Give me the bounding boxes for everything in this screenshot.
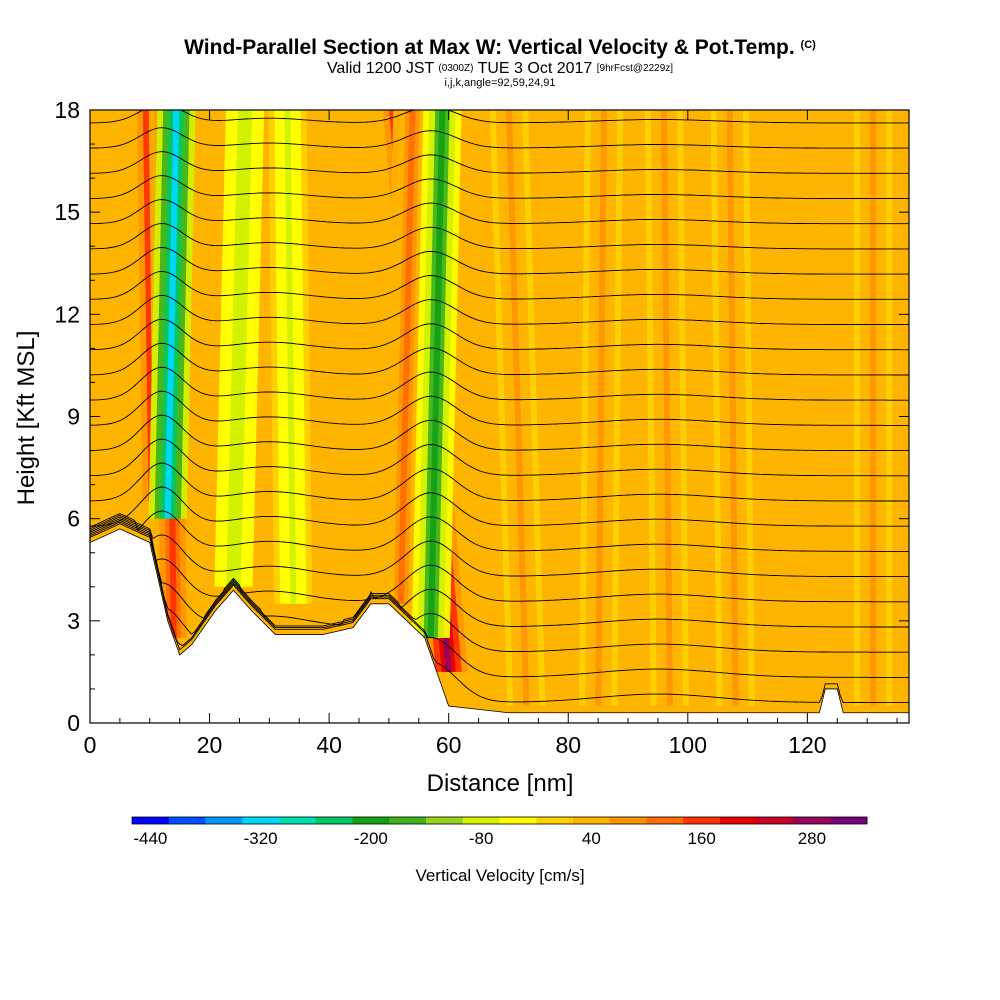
- terrain-mask: [90, 528, 909, 723]
- isentrope-contours: [90, 110, 909, 704]
- colorbar-swatch: [609, 817, 647, 824]
- colorbar-tick-label: 40: [582, 829, 601, 848]
- chart-title: Wind-Parallel Section at Max W: Vertical…: [0, 36, 1000, 60]
- isentrope-line-17: [90, 247, 909, 275]
- subtitle-forecast: [9hrFcst@2229z]: [596, 63, 674, 74]
- colorbar-swatch: [352, 817, 390, 824]
- x-tick-label: 0: [84, 732, 97, 758]
- isentrope-line-21: [90, 151, 909, 174]
- colorbar-swatch: [315, 817, 353, 824]
- colorbar-swatch: [720, 817, 758, 824]
- isentrope-line-7: [90, 486, 909, 527]
- y-tick-label: 0: [67, 710, 80, 736]
- colorbar-label: Vertical Velocity [cm/s]: [415, 866, 584, 885]
- isentrope-line-19: [90, 199, 909, 225]
- subtitle-date: TUE 3 Oct 2017: [477, 60, 593, 77]
- colorbar-swatch: [756, 817, 794, 824]
- subtitle-utc: (0300Z): [438, 63, 474, 74]
- colorbar-tick-label: 160: [687, 829, 715, 848]
- x-tick-label: 40: [316, 732, 342, 758]
- colorbar-swatch: [499, 817, 537, 824]
- chart-subtitle: Valid 1200 JST (0300Z) TUE 3 Oct 2017 [9…: [0, 60, 1000, 78]
- isentrope-line-5: [90, 514, 909, 578]
- x-tick-label: 20: [197, 732, 223, 758]
- colorbar-swatch: [536, 817, 574, 824]
- title-main: Wind-Parallel Section at Max W: Vertical…: [184, 36, 795, 59]
- y-tick-label: 18: [54, 97, 80, 123]
- isentrope-line-16: [90, 270, 909, 300]
- colorbar-swatch: [242, 817, 280, 824]
- isentrope-line-18: [90, 223, 909, 250]
- colorbar-swatch: [205, 817, 243, 824]
- x-tick-label: 60: [436, 732, 462, 758]
- isentrope-line-3: [90, 518, 909, 628]
- colorbar-swatch: [683, 817, 721, 824]
- updraft-band-3-level-3: [397, 110, 416, 604]
- colorbar-swatch: [830, 817, 868, 824]
- x-axis-label: Distance [nm]: [427, 770, 574, 797]
- colorbar-swatch: [426, 817, 464, 824]
- isentrope-line-12: [90, 366, 909, 401]
- isentrope-line-8: [90, 462, 909, 502]
- y-axis-label: Height [Kft MSL]: [13, 331, 40, 506]
- isentrope-line-15: [90, 294, 909, 325]
- colorbar-swatch: [462, 817, 500, 824]
- colorbar-tick-label: 280: [798, 829, 826, 848]
- colorbar-swatch: [279, 817, 317, 824]
- colorbar-frame: [131, 816, 868, 825]
- colorbar-swatch: [389, 817, 427, 824]
- isentrope-line-4: [90, 516, 909, 603]
- y-tick-label: 15: [54, 199, 80, 225]
- isentrope-line-13: [90, 342, 909, 376]
- isentrope-line-6: [90, 510, 909, 552]
- downdraft-band-1-level-3: [427, 110, 446, 638]
- x-tick-label: 100: [669, 732, 707, 758]
- isentrope-line-10: [90, 414, 909, 452]
- updraft-band-6-level-3: [661, 110, 673, 706]
- colorbar-swatch: [168, 817, 206, 824]
- y-tick-label: 9: [67, 404, 80, 430]
- isentrope-line-20: [90, 175, 909, 199]
- x-tick-label: 120: [788, 732, 826, 758]
- colorbar-tick-label: -320: [244, 829, 278, 848]
- colorbar-swatch: [132, 817, 170, 824]
- updraft-band-7-level-3: [726, 110, 739, 706]
- downdraft-band-3-level-3: [284, 110, 297, 604]
- colorbar-swatch: [646, 817, 684, 824]
- colorbar-tick-label: -200: [354, 829, 388, 848]
- y-tick-label: 12: [54, 301, 80, 327]
- downdraft-band-2-level-3: [230, 110, 249, 587]
- y-tick-label: 6: [67, 506, 80, 532]
- subtitle-valid: Valid 1200 JST: [326, 60, 434, 77]
- updraft-band-8-level-3: [870, 110, 877, 706]
- isentrope-line-23: [90, 110, 909, 124]
- colorbar-tick-label: -440: [133, 829, 167, 848]
- chart-indices: i,j,k,angle=92,59,24,91: [444, 77, 556, 89]
- y-tick-label: 3: [67, 608, 80, 634]
- updraft-band-4-level-3: [505, 110, 530, 706]
- colorbar-swatch: [793, 817, 831, 824]
- colorbar-swatch: [573, 817, 611, 824]
- terrain-polygon: [90, 528, 909, 723]
- isentrope-line-9: [90, 438, 909, 477]
- colorbar: -440 -320 -200 -80 40 160 280: [131, 816, 868, 848]
- isentrope-line-14: [90, 318, 909, 351]
- title-copyright: (C): [800, 39, 816, 51]
- colorbar-tick-label: -80: [469, 829, 494, 848]
- x-tick-label: 80: [555, 732, 581, 758]
- isentrope-line-0: [90, 523, 909, 704]
- isentrope-line-11: [90, 390, 909, 426]
- isentrope-line-2: [90, 519, 909, 653]
- axes: 0 20 40 60 80 100 120 0 3 6 9 12 15 18: [54, 97, 909, 758]
- isentrope-line-22: [90, 127, 909, 149]
- updraft-band-5-level-3: [595, 110, 607, 706]
- isentrope-line-1: [90, 521, 909, 678]
